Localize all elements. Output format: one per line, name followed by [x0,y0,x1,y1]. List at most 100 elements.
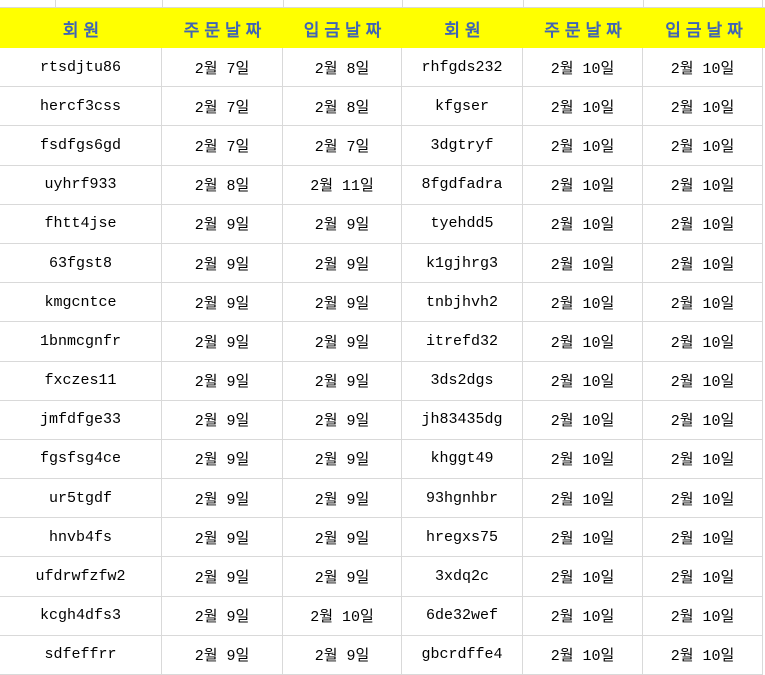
column-header-order-2: 주문날짜 [544,20,627,40]
member-cell: kmgcntce [0,283,162,322]
member-cell: hercf3css [0,87,162,126]
deposit-date-cell: 2월 8일 [283,87,402,126]
table-body: rtsdjtu86 2월 7일 2월 8일 rhfgds232 2월 10일 2월 10일… [0,48,763,675]
column-header-order-1: 주문날짜 [183,20,267,40]
order-date-cell: 2월 10일 [523,283,643,322]
deposit-date-cell: 2월 10일 [670,178,735,196]
order-date-cell: 2월 7일 [162,126,283,165]
order-date-cell: 2월 9일 [162,400,283,439]
deposit-date-cell: 2월 10일 [670,413,735,431]
member-cell: tnbjhvh2 [402,283,523,322]
grid-sliver [0,0,765,8]
deposit-date-cell: 2월 9일 [283,204,402,243]
deposit-date-cell: 2월 10일 [670,256,735,274]
deposit-date-cell: 2월 10일 [670,648,735,666]
deposit-date-cell: 2월 10일 [670,452,735,470]
order-date-cell: 2월 9일 [162,479,283,518]
deposit-date-cell: 2월 9일 [283,635,402,674]
deposit-date-cell: 2월 9일 [283,361,402,400]
member-cell: jh83435dg [402,400,523,439]
member-cell: rhfgds232 [402,48,523,87]
member-cell: 8fgdfadra [402,165,523,204]
member-cell: hnvb4fs [0,518,162,557]
order-date-cell: 2월 9일 [162,439,283,479]
member-cell: rtsdjtu86 [0,48,162,87]
member-cell: 3dgtryf [402,126,523,165]
gridline [762,0,763,7]
table-row: jmfdfge33 2월 9일 2월 9일 jh83435dg 2월 10일 2월 10일 [0,400,762,440]
order-date-cell: 2월 10일 [523,48,643,87]
gridline [55,0,56,7]
deposit-date-cell: 2월 9일 [283,479,402,518]
member-cell: 93hgnhbr [402,479,523,518]
deposit-date-cell: 2월 10일 [670,99,735,117]
deposit-date-cell: 2월 9일 [283,557,402,596]
deposit-date-cell: 2월 10일 [670,609,735,627]
member-cell: k1gjhrg3 [402,243,523,283]
gridline [523,0,524,7]
order-date-cell: 2월 10일 [523,361,643,400]
deposit-date-cell: 2월 10일 [670,530,735,548]
table-row: kmgcntce 2월 9일 2월 9일 tnbjhvh2 2월 10일 2월 10일 [0,283,762,323]
deposit-date-cell: 2월 10일 [670,60,735,78]
table-row: fsdfgs6gd 2월 7일 2월 7일 3dgtryf 2월 10일 2월 10일 [0,126,762,166]
table-row: 1bnmcgnfr 2월 9일 2월 9일 itrefd32 2월 10일 2월 10일 [0,322,762,362]
member-cell: fxczes11 [0,361,162,400]
table-row: hnvb4fs 2월 9일 2월 9일 hregxs75 2월 10일 2월 10일 [0,518,762,558]
table-row: ur5tgdf 2월 9일 2월 9일 93hgnhbr 2월 10일 2월 10일 [0,479,762,519]
member-cell: sdfeffrr [0,635,162,674]
column-header-member-1: 회원 [62,20,105,40]
table-row: uyhrf933 2월 8일 2월 11일 8fgdfadra 2월 10일 2월 10일 [0,165,762,205]
member-cell: 1bnmcgnfr [0,322,162,361]
member-cell: gbcrdffe4 [402,635,523,674]
member-cell: itrefd32 [402,322,523,361]
member-cell: 3xdq2c [402,557,523,596]
table-row: fgsfsg4ce 2월 9일 2월 9일 khggt49 2월 10일 2월 10일 [0,439,762,480]
order-date-cell: 2월 9일 [162,283,283,322]
table-row: rtsdjtu86 2월 7일 2월 8일 rhfgds232 2월 10일 2월 10일 [0,48,762,88]
gridline [402,0,403,7]
order-date-cell: 2월 8일 [162,165,283,204]
order-date-cell: 2월 10일 [523,400,643,439]
member-cell: khggt49 [402,439,523,479]
order-date-cell: 2월 9일 [162,557,283,596]
order-date-cell: 2월 10일 [523,126,643,165]
order-date-cell: 2월 10일 [523,204,643,243]
table-row: sdfeffrr 2월 9일 2월 9일 gbcrdffe4 2월 10일 2월 10일 [0,635,762,675]
deposit-date-cell: 2월 9일 [283,439,402,479]
deposit-date-cell: 2월 10일 [670,217,735,235]
table-row: ufdrwfzfw2 2월 9일 2월 9일 3xdq2c 2월 10일 2월 10일 [0,557,762,597]
deposit-date-cell: 2월 9일 [283,243,402,283]
order-date-cell: 2월 9일 [162,361,283,400]
order-date-cell: 2월 10일 [523,518,643,557]
order-date-cell: 2월 7일 [162,48,283,87]
member-cell: 3ds2dgs [402,361,523,400]
member-cell: hregxs75 [402,518,523,557]
table-row: 63fgst8 2월 9일 2월 9일 k1gjhrg3 2월 10일 2월 10일 [0,243,762,284]
gridline [283,0,284,7]
order-date-cell: 2월 10일 [523,557,643,596]
member-cell: ur5tgdf [0,479,162,518]
deposit-date-cell: 2월 9일 [283,283,402,322]
order-date-cell: 2월 10일 [523,635,643,674]
member-cell: kcgh4dfs3 [0,596,162,635]
deposit-date-cell: 2월 9일 [283,322,402,361]
table-row: fxczes11 2월 9일 2월 9일 3ds2dgs 2월 10일 2월 10일 [0,361,762,401]
deposit-date-cell: 2월 8일 [283,48,402,87]
member-cell: ufdrwfzfw2 [0,557,162,596]
deposit-date-cell: 2월 10일 [670,334,735,352]
order-date-cell: 2월 10일 [523,479,643,518]
deposit-date-cell: 2월 11일 [283,165,402,204]
table-row: fhtt4jse 2월 9일 2월 9일 tyehdd5 2월 10일 2월 10일 [0,204,762,244]
order-date-cell: 2월 9일 [162,635,283,674]
deposit-date-cell: 2월 7일 [283,126,402,165]
deposit-date-cell: 2월 10일 [283,596,402,635]
table-row: kcgh4dfs3 2월 9일 2월 10일 6de32wef 2월 10일 2월 10일 [0,596,762,636]
deposit-date-cell: 2월 10일 [670,570,735,588]
gridline [643,0,644,7]
order-date-cell: 2월 7일 [162,87,283,126]
order-date-cell: 2월 9일 [162,596,283,635]
order-date-cell: 2월 9일 [162,518,283,557]
order-date-cell: 2월 9일 [162,322,283,361]
